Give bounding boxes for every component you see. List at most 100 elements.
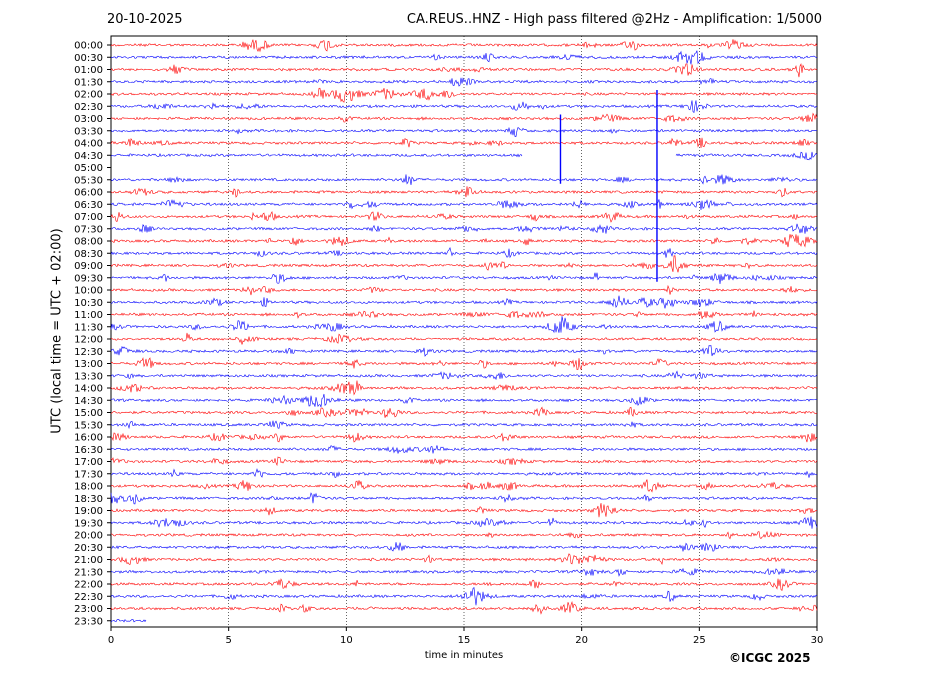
trace-row xyxy=(110,63,818,78)
trace-row xyxy=(110,186,818,198)
row-label: 06:00 xyxy=(74,188,103,199)
row-label: 02:30 xyxy=(74,102,103,113)
trace-row xyxy=(110,272,818,284)
x-tick-label: 5 xyxy=(225,635,231,646)
row-label: 09:30 xyxy=(74,273,103,284)
trace-row xyxy=(110,210,818,223)
row-label: 05:00 xyxy=(74,163,103,174)
x-tick-label: 20 xyxy=(575,635,588,646)
trace-row xyxy=(110,502,818,518)
trace-row xyxy=(110,77,818,87)
row-label: 16:00 xyxy=(74,433,103,444)
trace-row xyxy=(110,126,818,137)
plot-frame xyxy=(110,35,818,628)
row-label: 17:30 xyxy=(74,469,103,480)
copyright-label: ©ICGC 2025 xyxy=(729,651,811,665)
trace-row xyxy=(110,578,818,591)
row-label: 03:00 xyxy=(74,114,103,125)
row-label: 08:30 xyxy=(74,249,103,260)
trace-row xyxy=(110,174,818,185)
row-label: 21:30 xyxy=(74,567,103,578)
x-tick-label: 0 xyxy=(108,635,114,646)
trace-row xyxy=(110,600,818,615)
row-label: 18:00 xyxy=(74,482,103,493)
row-label: 03:30 xyxy=(74,126,103,137)
row-label: 19:00 xyxy=(74,506,103,517)
row-label: 05:30 xyxy=(74,175,103,186)
chart-title: CA.REUS..HNZ - High pass filtered @2Hz -… xyxy=(406,12,822,27)
trace-row xyxy=(110,284,818,296)
trace-row xyxy=(110,619,147,623)
trace-row xyxy=(110,310,818,319)
trace-row xyxy=(110,445,818,454)
row-label: 23:30 xyxy=(74,616,103,627)
trace-row xyxy=(110,542,818,552)
row-label: 14:00 xyxy=(74,384,103,395)
x-tick-label: 25 xyxy=(693,635,706,646)
row-label: 15:00 xyxy=(74,408,103,419)
trace-row xyxy=(110,357,818,371)
row-label: 07:30 xyxy=(74,224,103,235)
trace-row xyxy=(110,100,818,114)
row-label: 07:00 xyxy=(74,212,103,223)
row-label: 12:30 xyxy=(74,347,103,358)
trace-row xyxy=(110,406,818,418)
trace-row xyxy=(110,255,818,273)
x-tick-label: 10 xyxy=(340,635,353,646)
trace-row xyxy=(110,370,818,381)
trace-row xyxy=(110,468,818,478)
row-label: 11:30 xyxy=(74,322,103,333)
trace-row xyxy=(110,492,818,505)
row-label: 19:30 xyxy=(74,518,103,529)
row-label: 09:00 xyxy=(74,261,103,272)
row-label: 21:00 xyxy=(74,555,103,566)
trace-row xyxy=(110,586,818,606)
row-label: 04:00 xyxy=(74,139,103,150)
trace-row xyxy=(110,199,818,211)
trace-row xyxy=(110,50,818,65)
row-label: 13:00 xyxy=(74,359,103,370)
trace-row xyxy=(110,39,818,53)
trace-row xyxy=(110,393,818,408)
trace-row xyxy=(110,530,818,540)
trace-row xyxy=(110,151,818,161)
trace-row xyxy=(110,234,818,248)
x-tick-label: 15 xyxy=(458,635,471,646)
trace-row xyxy=(110,516,818,529)
row-label: 18:30 xyxy=(74,494,103,505)
row-label: 11:00 xyxy=(74,310,103,321)
trace-row xyxy=(110,567,818,577)
row-label: 16:30 xyxy=(74,445,103,456)
trace-row xyxy=(110,456,818,467)
trace-row xyxy=(110,380,818,396)
trace-row xyxy=(110,112,818,123)
trace-row xyxy=(110,345,818,357)
row-label: 23:00 xyxy=(74,604,103,615)
date-label: 20-10-2025 xyxy=(107,12,183,27)
row-label: 13:30 xyxy=(74,371,103,382)
row-label: 20:00 xyxy=(74,531,103,542)
x-axis-label: time in minutes xyxy=(424,650,504,661)
row-label: 14:30 xyxy=(74,396,103,407)
trace-row xyxy=(110,295,818,309)
row-label: 01:30 xyxy=(74,77,103,88)
row-label: 10:30 xyxy=(74,298,103,309)
trace-row xyxy=(110,316,818,334)
row-label: 12:00 xyxy=(74,335,103,346)
trace-row xyxy=(110,246,818,259)
row-label: 01:00 xyxy=(74,65,103,76)
trace-row xyxy=(110,87,818,103)
row-label: 08:00 xyxy=(74,237,103,248)
row-label: 17:00 xyxy=(74,457,103,468)
trace-row xyxy=(110,332,818,345)
row-label: 22:30 xyxy=(74,592,103,603)
row-label: 00:30 xyxy=(74,53,103,64)
trace-row xyxy=(110,432,818,443)
row-label: 00:00 xyxy=(74,41,103,52)
row-label: 15:30 xyxy=(74,420,103,431)
trace-row xyxy=(110,420,818,430)
row-label: 20:30 xyxy=(74,543,103,554)
row-label: 22:00 xyxy=(74,580,103,591)
trace-row xyxy=(110,553,818,566)
